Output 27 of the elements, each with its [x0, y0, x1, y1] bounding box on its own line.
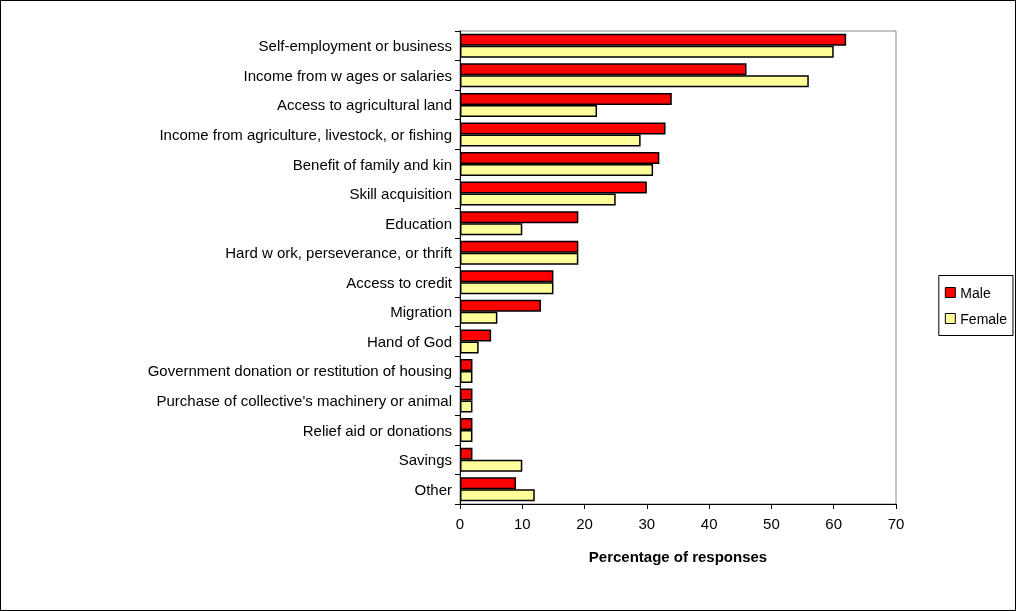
y-tick-label: Other: [414, 480, 452, 498]
x-tick-label: 0: [455, 515, 465, 532]
x-tick-label: 50: [763, 515, 780, 532]
x-tick-label: 40: [700, 515, 718, 532]
y-tick-label: Income from agriculture, livestock, or fishing: [159, 125, 452, 143]
y-tick-label: Savings: [398, 451, 452, 469]
x-tick-label: 30: [638, 515, 656, 532]
legend-label: Female: [960, 310, 1008, 327]
x-tick-label: 60: [825, 515, 843, 532]
y-tick-label: Hand of God: [366, 332, 452, 350]
y-tick-label: Skill acquisition: [349, 185, 452, 203]
y-tick-label: Relief aid or donations: [302, 421, 452, 439]
y-tick-label: Purchase of collective's machinery or animal: [156, 392, 452, 410]
legend-label: Male: [960, 284, 991, 301]
x-tick-label: 10: [513, 515, 531, 532]
y-tick-label: Self-employment or business: [258, 37, 452, 55]
x-tick-label: 70: [887, 515, 905, 532]
y-tick-label: Government donation or restitution of housing: [147, 362, 452, 380]
y-tick-label: Access to agricultural land: [276, 96, 452, 114]
y-tick-label: Access to credit: [346, 273, 453, 291]
x-tick-label: 20: [576, 515, 593, 532]
y-tick-label: Benefit of family and kin: [292, 155, 452, 173]
y-tick-label: Education: [385, 214, 452, 232]
y-tick-label: Hard w ork, perseverance, or thrift: [225, 244, 453, 262]
y-tick-label: Income from w ages or salaries: [243, 66, 452, 84]
x-axis-title: Percentage of responses: [588, 548, 768, 565]
y-tick-label: Migration: [390, 303, 452, 321]
